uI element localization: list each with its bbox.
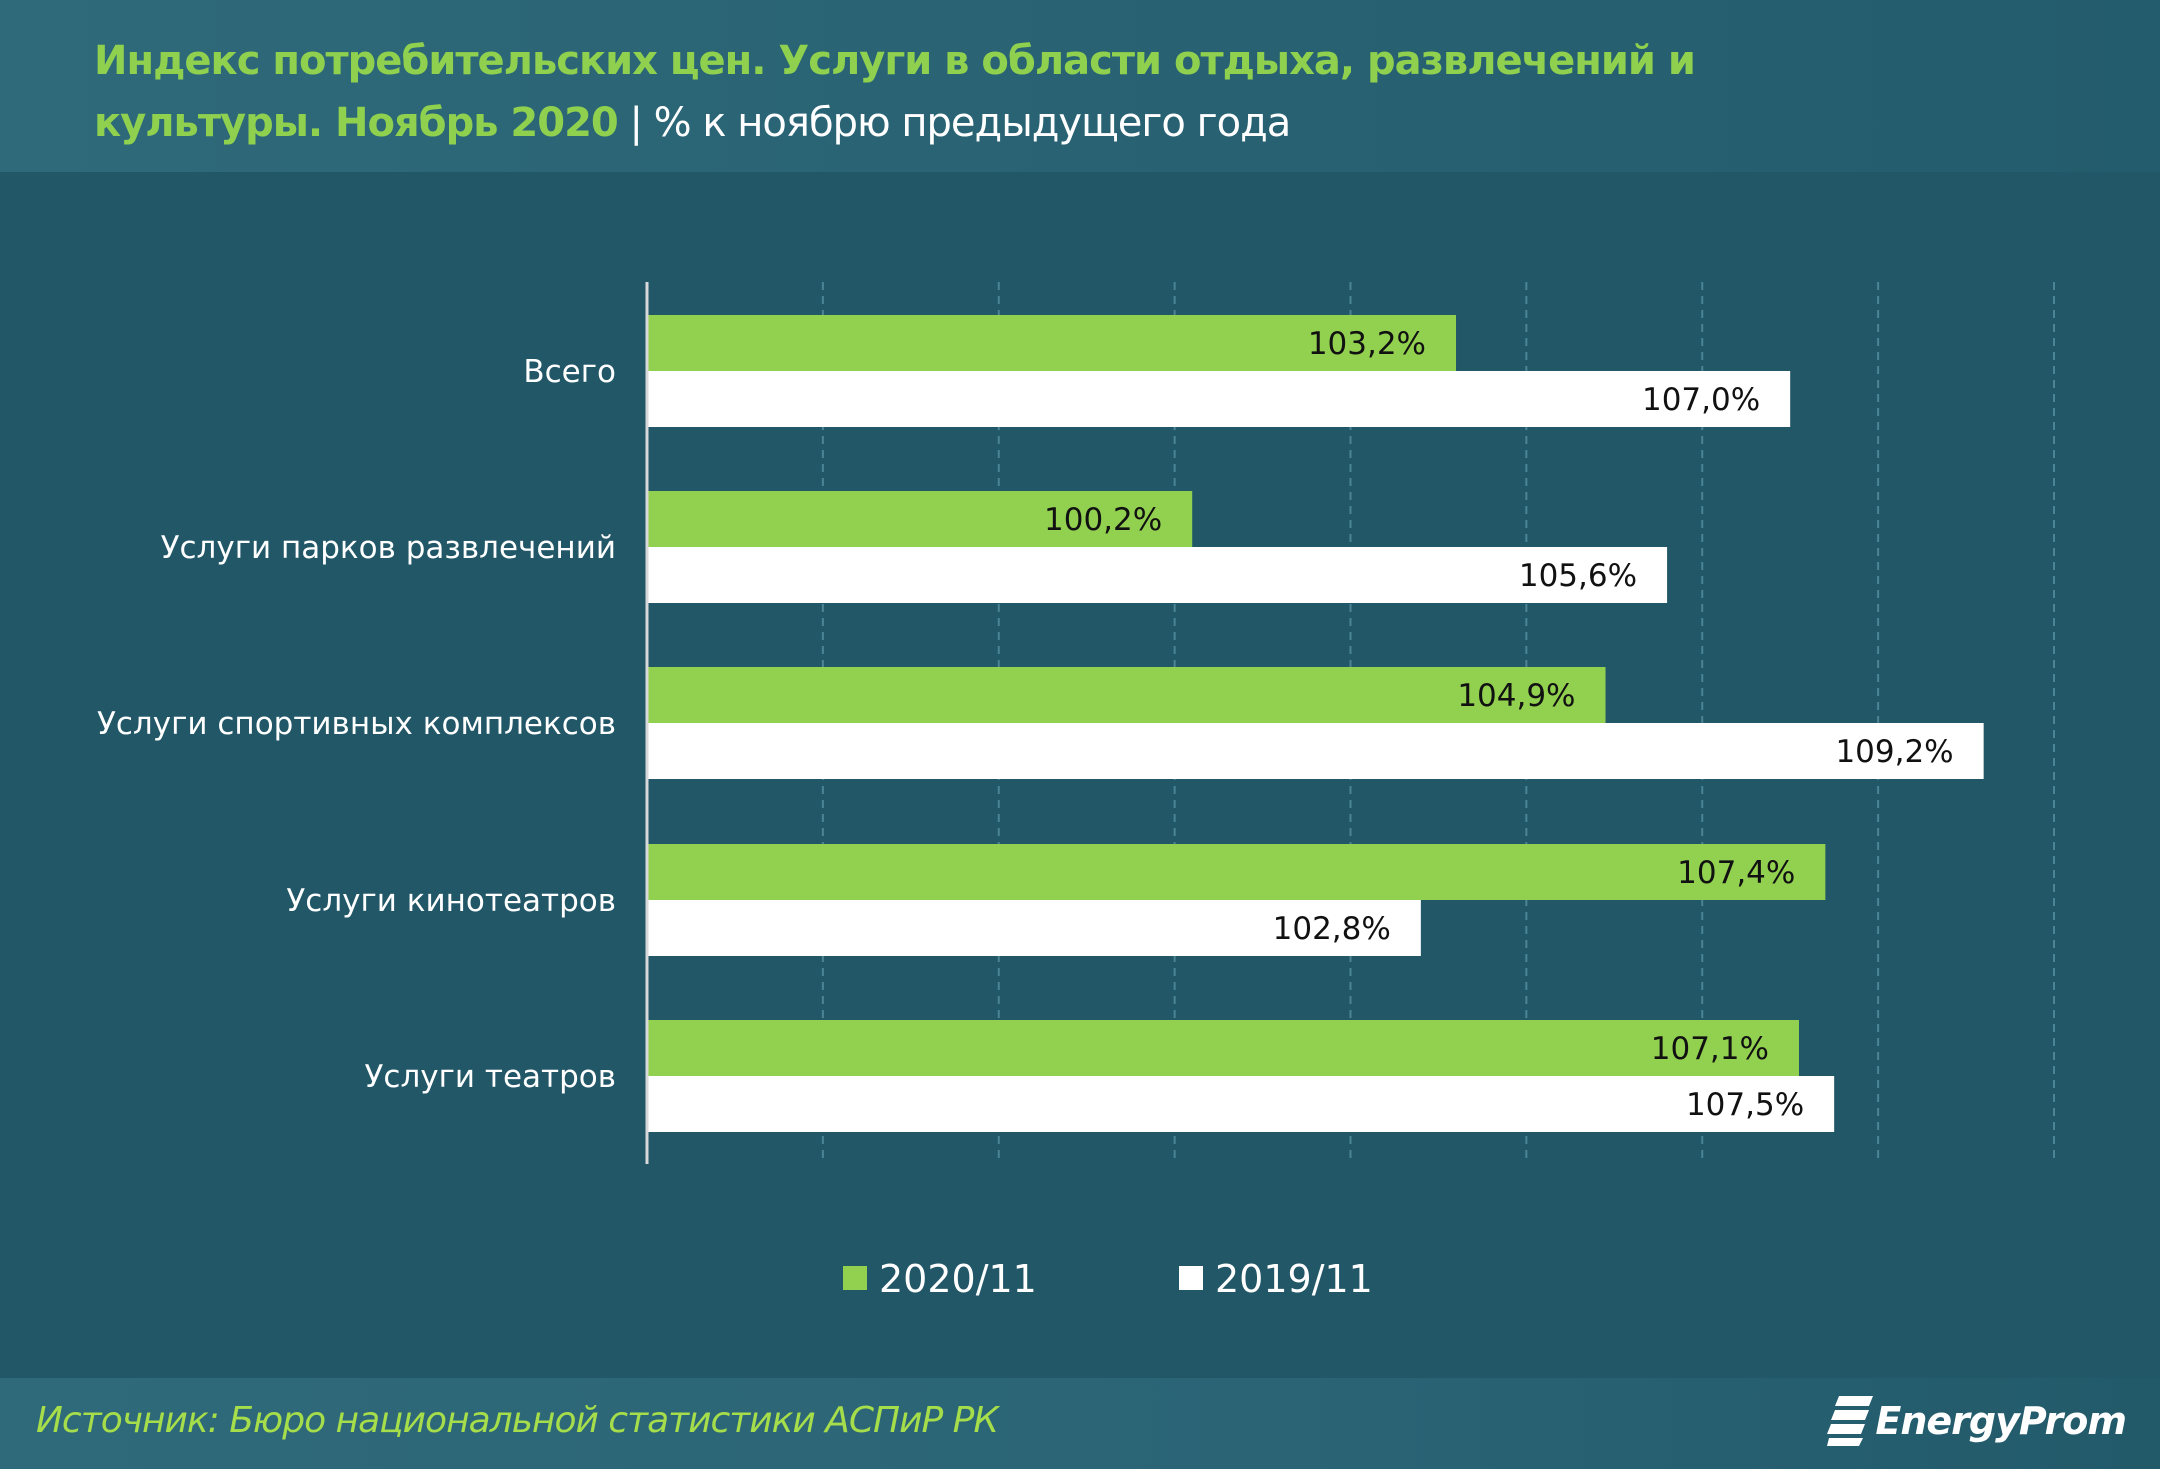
title-subtitle: % к ноябрю предыдущего года [653,100,1292,146]
data-label: 105,6% [1519,558,1637,594]
data-label: 102,8% [1273,911,1391,947]
data-label: 103,2% [1308,326,1426,362]
category-label: Всего [523,354,616,390]
data-label: 109,2% [1835,734,1953,770]
bar-2020-11 [647,667,1606,723]
category-label: Услуги спортивных комплексов [97,706,616,742]
logo-text: EnergyProm [1875,1399,2127,1443]
title-main: Индекс потребительских цен. Услуги в обл… [94,38,1696,146]
legend-swatch-2020-11 [843,1266,867,1290]
source-note: Источник: Бюро национальной статистики А… [36,1400,999,1441]
legend-label: 2019/11 [1215,1257,1373,1301]
chart-title: Индекс потребительских цен. Услуги в обл… [94,30,1794,154]
data-label: 107,4% [1677,855,1795,891]
footer-band: Источник: Бюро национальной статистики А… [0,1378,2160,1469]
bar-2019-11 [647,547,1668,603]
data-label: 107,5% [1686,1087,1804,1123]
bar-2019-11 [647,371,1791,427]
data-label: 104,9% [1457,678,1575,714]
legend-swatch-2019-11 [1179,1266,1203,1290]
bar-2019-11 [647,1076,1835,1132]
bar-2020-11 [647,491,1193,547]
energyprom-logo: EnergyProm [1827,1394,2127,1448]
title-separator: | [617,100,654,146]
bar-2020-11 [647,315,1457,371]
bar-chart: Всего 103,2% 107,0% Услуги парков развлечен… [97,282,2055,1301]
data-label: 107,0% [1642,382,1760,418]
data-label: 100,2% [1044,502,1162,538]
bar-2020-11 [647,844,1826,900]
bar-2019-11 [647,900,1421,956]
category-label: Услуги театров [365,1059,616,1095]
bar-2020-11 [647,1020,1799,1076]
header-band: Индекс потребительских цен. Услуги в обл… [0,0,2160,172]
category-label: Услуги кинотеатров [286,883,616,919]
category-label: Услуги парков развлечений [161,530,616,566]
data-label: 107,1% [1651,1031,1769,1067]
logo-icon [1827,1396,1874,1446]
legend-label: 2020/11 [879,1257,1037,1301]
bar-2019-11 [647,723,1984,779]
